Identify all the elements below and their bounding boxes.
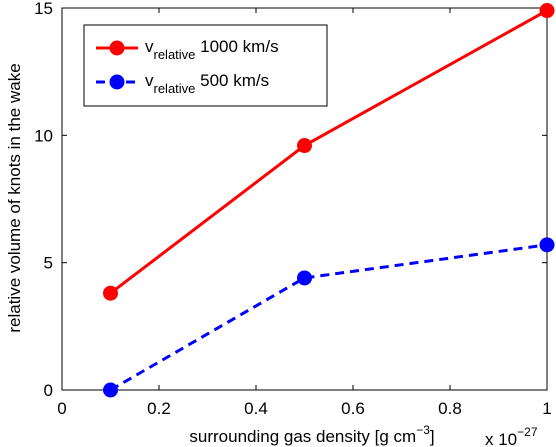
series-line-1 bbox=[109, 243, 548, 392]
series-0-point bbox=[539, 3, 555, 19]
y-axis-label: relative volume of knots in the wake bbox=[5, 63, 24, 332]
x-axis-label-end: ] bbox=[430, 427, 435, 446]
legend-subscript-500: relative bbox=[154, 81, 196, 96]
x-tick-label: 0.4 bbox=[244, 399, 268, 418]
legend-tail-500: 500 km/s bbox=[195, 71, 269, 90]
y-tick-label: 0 bbox=[44, 381, 53, 400]
series-0-point bbox=[103, 285, 118, 301]
x-tick-label: 0.8 bbox=[438, 399, 462, 418]
legend-box bbox=[83, 24, 328, 107]
x-tick-label: 0.6 bbox=[341, 399, 365, 418]
legend-label-1000: vrelative 1000 km/s bbox=[145, 37, 279, 62]
x-tick-label: 0 bbox=[57, 399, 66, 418]
series-1-point bbox=[297, 270, 312, 286]
y-tick-label: 15 bbox=[34, 0, 53, 18]
legend-label-500: vrelative 500 km/s bbox=[145, 71, 269, 96]
series-1-point bbox=[539, 237, 555, 253]
series-1-point bbox=[103, 382, 118, 398]
legend-marker-500 bbox=[109, 74, 125, 90]
x-axis-multiplier: x 10−27 bbox=[485, 425, 538, 447]
x-axis-label: surrounding gas density [g cm−3] bbox=[189, 423, 434, 446]
legend-subscript-1000: relative bbox=[154, 47, 196, 62]
legend-marker-1000 bbox=[109, 40, 125, 56]
x-axis-multiplier-exponent: −27 bbox=[517, 425, 538, 439]
x-tick-label: 1 bbox=[542, 399, 551, 418]
x-axis-label-exponent: −3 bbox=[416, 423, 430, 437]
series-0-point bbox=[297, 138, 312, 154]
x-tick-label: 0.2 bbox=[147, 399, 171, 418]
legend: vrelative 1000 km/s vrelative 500 km/s bbox=[83, 24, 328, 107]
y-tick-label: 10 bbox=[34, 126, 53, 145]
y-tick-label: 5 bbox=[44, 254, 53, 273]
plot-frame bbox=[61, 7, 548, 391]
legend-tail-1000: 1000 km/s bbox=[195, 37, 278, 56]
